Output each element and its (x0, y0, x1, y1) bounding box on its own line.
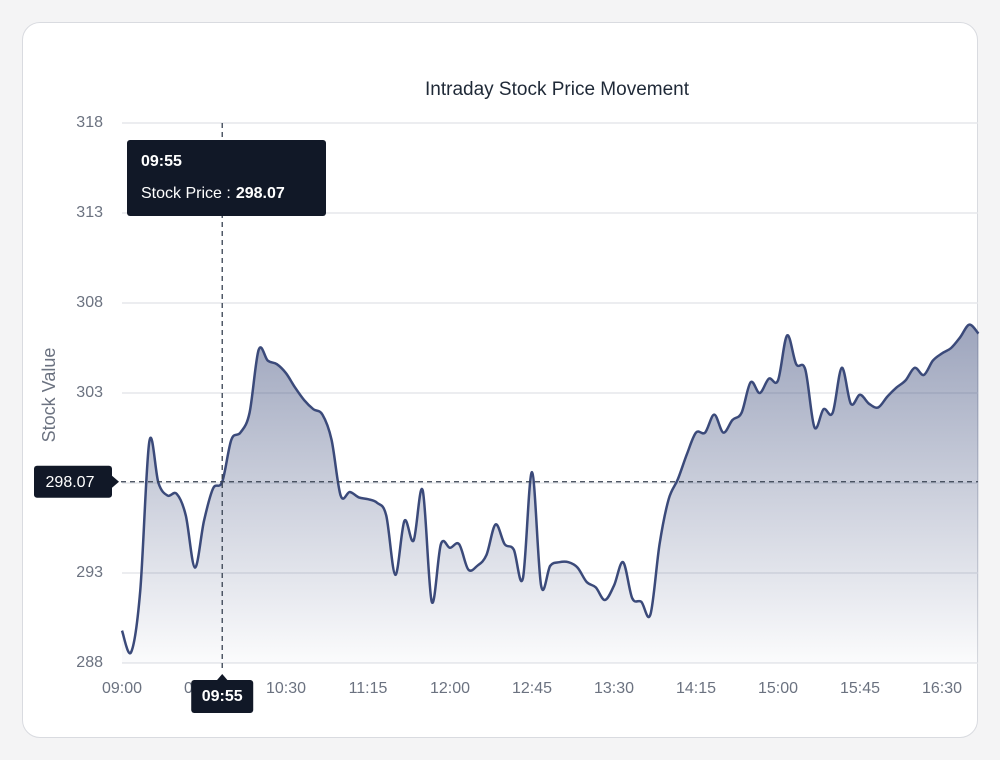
x-tick-label: 12:00 (430, 680, 470, 697)
y-tick-label: 313 (76, 204, 103, 221)
tooltip-text: Stock Price : 298.07 (141, 185, 285, 202)
y-tick-label: 288 (76, 654, 103, 671)
y-axis-label: Stock Value (39, 348, 59, 443)
x-crosshair-box (191, 680, 254, 713)
tooltip-box (127, 140, 326, 216)
y-crosshair-box (34, 465, 112, 498)
y-crosshair-arrow (112, 475, 119, 488)
x-tick-label: 12:45 (512, 680, 552, 697)
chart-title: Intraday Stock Price Movement (425, 79, 690, 100)
tooltip-value: 298.07 (236, 185, 285, 202)
tooltip-title: 09:55 (141, 153, 182, 170)
x-tick-label: 11:15 (349, 680, 388, 697)
y-tick-label: 293 (76, 564, 103, 581)
x-tick-label: 10:30 (266, 680, 306, 697)
tooltip-series-label: Stock Price : (141, 185, 231, 202)
x-crosshair-label: 09:55 (202, 688, 243, 705)
y-crosshair-label: 298.07 (46, 474, 95, 491)
x-crosshair-arrow (216, 674, 229, 681)
line (120, 323, 980, 655)
x-tick-label: 13:30 (594, 680, 634, 697)
x-tick-label: 16:30 (922, 680, 962, 697)
x-tick-label: 09:00 (102, 680, 142, 697)
tooltip: 09:55 Stock Price : 298.07 (127, 140, 326, 216)
y-tick-label: 308 (76, 294, 103, 311)
x-tick-label: 15:45 (840, 680, 880, 697)
y-tick-label: 303 (76, 384, 103, 401)
y-tick-label: 318 (76, 114, 103, 131)
area (122, 324, 979, 663)
x-tick-label: 15:00 (758, 680, 798, 697)
x-tick-label: 14:15 (676, 680, 716, 697)
